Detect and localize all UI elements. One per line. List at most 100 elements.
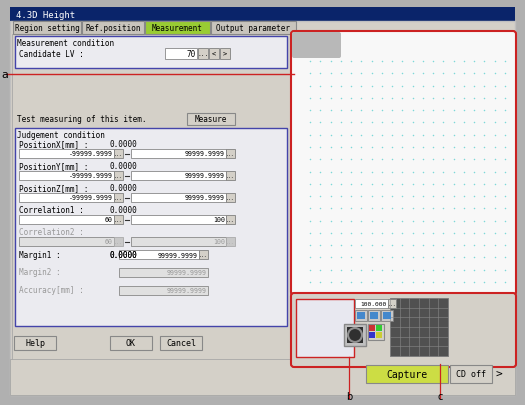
Text: 4.3D Height: 4.3D Height <box>16 11 75 19</box>
Text: 0.0000: 0.0000 <box>109 162 136 171</box>
Bar <box>357 312 365 319</box>
Bar <box>82 22 144 35</box>
Bar <box>114 237 123 246</box>
Bar <box>369 332 375 338</box>
Text: ...: ... <box>114 217 123 222</box>
Text: ...: ... <box>114 151 123 157</box>
Text: ...: ... <box>114 239 123 244</box>
Text: 99999.9999: 99999.9999 <box>167 288 207 294</box>
Text: Help: Help <box>25 339 45 347</box>
Text: Test measuring of this item.: Test measuring of this item. <box>17 114 146 123</box>
Text: Cancel: Cancel <box>166 339 196 347</box>
Text: >: > <box>495 369 502 379</box>
Bar <box>19 149 114 159</box>
Bar <box>131 194 226 202</box>
Text: 100: 100 <box>213 239 225 245</box>
Bar <box>344 324 366 346</box>
Text: Region setting: Region setting <box>15 24 79 33</box>
Text: Candidate LV :: Candidate LV : <box>19 50 84 59</box>
Text: Measure: Measure <box>195 115 227 124</box>
Text: <: < <box>212 51 216 58</box>
Text: ...: ... <box>199 252 208 257</box>
Bar <box>114 149 123 159</box>
Bar <box>14 336 56 350</box>
Bar <box>355 310 367 321</box>
Text: Margin2 :: Margin2 : <box>19 268 60 277</box>
Text: 99999.9999: 99999.9999 <box>158 252 198 258</box>
Text: ...: ... <box>387 301 396 306</box>
Text: -99999.9999: -99999.9999 <box>69 173 113 179</box>
Bar <box>381 310 393 321</box>
Text: 100: 100 <box>213 217 225 223</box>
Text: Accuracy[mm] :: Accuracy[mm] : <box>19 286 84 295</box>
Text: ...: ... <box>226 239 235 244</box>
Bar <box>19 194 114 202</box>
Bar <box>131 149 226 159</box>
Bar <box>355 299 388 308</box>
Text: 99999.9999: 99999.9999 <box>185 195 225 201</box>
Bar <box>390 298 448 356</box>
Bar <box>209 49 219 60</box>
Bar <box>368 310 380 321</box>
Text: 0.0000: 0.0000 <box>109 184 136 193</box>
Text: ...: ... <box>114 196 123 200</box>
Bar <box>376 325 382 331</box>
Bar <box>114 194 123 202</box>
Text: c: c <box>437 391 443 401</box>
Text: 99999.9999: 99999.9999 <box>185 173 225 179</box>
Bar <box>131 237 226 246</box>
Text: 0.0000: 0.0000 <box>109 250 136 259</box>
Bar <box>114 172 123 181</box>
Bar <box>10 8 515 22</box>
Text: Margin1 :: Margin1 : <box>19 250 60 259</box>
Bar <box>368 324 384 340</box>
Bar <box>198 49 208 60</box>
Bar <box>294 35 339 57</box>
Bar <box>296 299 354 357</box>
Bar <box>187 114 235 126</box>
Bar <box>145 22 210 35</box>
Text: 0.0000: 0.0000 <box>109 206 136 215</box>
Text: Measurement condition: Measurement condition <box>17 39 114 48</box>
Bar <box>110 336 152 350</box>
Bar <box>131 215 226 224</box>
Bar <box>370 312 378 319</box>
Bar <box>226 172 235 181</box>
Bar <box>131 172 226 181</box>
Text: ...: ... <box>114 174 123 179</box>
Bar <box>383 312 391 319</box>
Text: Capture: Capture <box>386 369 427 379</box>
Text: b: b <box>346 391 352 401</box>
Bar <box>15 129 287 326</box>
Bar <box>160 336 202 350</box>
Bar <box>220 49 230 60</box>
Text: >: > <box>223 51 227 58</box>
Text: 0.0000: 0.0000 <box>109 250 136 259</box>
Bar <box>211 22 296 35</box>
Bar <box>226 237 235 246</box>
Bar <box>119 286 208 295</box>
Bar <box>226 194 235 202</box>
Bar <box>366 365 448 383</box>
Text: 99999.9999: 99999.9999 <box>167 270 207 276</box>
Bar <box>376 332 382 338</box>
FancyBboxPatch shape <box>292 33 341 59</box>
Bar <box>165 49 197 60</box>
Bar <box>369 325 375 331</box>
Text: -99999.9999: -99999.9999 <box>69 151 113 157</box>
Bar <box>19 215 114 224</box>
Text: CD off: CD off <box>456 370 486 379</box>
Bar <box>199 250 208 259</box>
Bar <box>119 269 208 277</box>
Text: -99999.9999: -99999.9999 <box>69 195 113 201</box>
Text: a: a <box>1 70 8 80</box>
Text: PositionX[mm] :: PositionX[mm] : <box>19 140 88 149</box>
Bar <box>12 35 290 364</box>
Text: Correlation1 :: Correlation1 : <box>19 206 84 215</box>
FancyBboxPatch shape <box>291 293 516 367</box>
Text: Output parameter: Output parameter <box>216 24 290 33</box>
Text: ...: ... <box>197 52 208 57</box>
Bar <box>450 365 492 383</box>
Text: 99999.9999: 99999.9999 <box>185 151 225 157</box>
Text: Correlation2 :: Correlation2 : <box>19 228 84 237</box>
